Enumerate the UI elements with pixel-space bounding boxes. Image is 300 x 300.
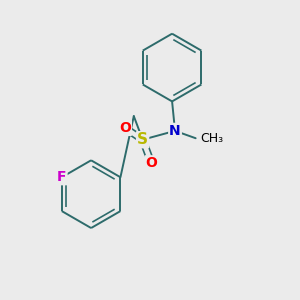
Text: O: O (119, 121, 131, 135)
Text: F: F (57, 170, 67, 184)
Text: CH₃: CH₃ (200, 132, 223, 145)
Text: S: S (137, 132, 148, 147)
Text: N: N (169, 124, 181, 138)
Text: O: O (146, 156, 158, 170)
